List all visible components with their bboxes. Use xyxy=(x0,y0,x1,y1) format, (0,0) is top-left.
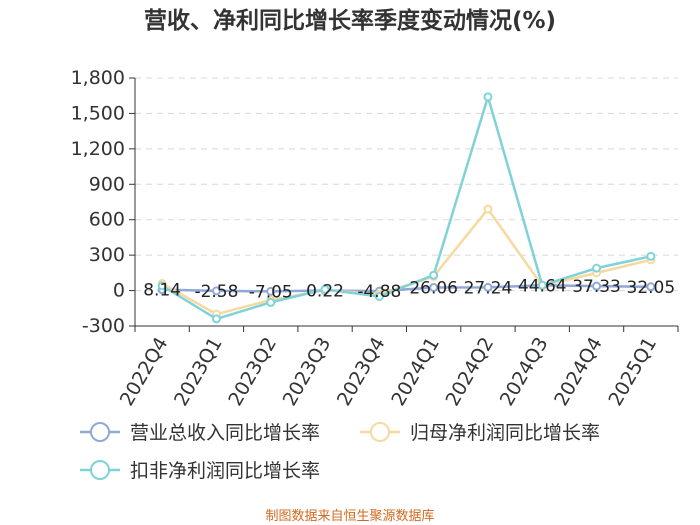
series-line xyxy=(162,284,651,293)
series-line xyxy=(161,92,652,321)
y-tick-label: 0 xyxy=(113,280,125,302)
data-label: 0.22 xyxy=(306,282,344,302)
data-label: 27.24 xyxy=(464,278,513,298)
x-tick-label: 2024Q3 xyxy=(496,334,553,410)
series-point xyxy=(374,291,384,301)
series-point xyxy=(429,282,439,292)
y-tick-label: -300 xyxy=(82,315,125,337)
source-note: 制图数据来自恒生聚源数据库 xyxy=(265,508,434,524)
series-point xyxy=(266,286,276,296)
legend-marker xyxy=(90,422,110,442)
x-tick-label: 2022Q4 xyxy=(116,334,173,410)
chart-title: 营收、净利同比增长率季度变动情况(%) xyxy=(144,7,556,34)
series-point xyxy=(646,251,656,261)
series-layer xyxy=(157,92,656,324)
series-point xyxy=(211,286,221,296)
x-tick-label: 2023Q3 xyxy=(279,334,336,410)
x-tick-label: 2024Q2 xyxy=(442,334,499,410)
x-tick-label: 2024Q4 xyxy=(550,334,607,410)
x-tick-label: 2025Q1 xyxy=(604,334,661,410)
series-point xyxy=(483,282,493,292)
x-tick-label: 2023Q2 xyxy=(224,334,281,410)
data-label: 44.64 xyxy=(518,276,567,296)
series-point xyxy=(320,284,330,294)
data-label: 8.14 xyxy=(143,281,181,301)
y-tick-label: 1,500 xyxy=(71,102,125,124)
data-label: -7.05 xyxy=(249,282,293,302)
legend-marker xyxy=(370,422,390,442)
y-tick-label: 600 xyxy=(89,209,125,231)
y-axis: -300 0 300 600 900 1,200 1,500 1,800 xyxy=(71,67,136,337)
x-axis: 2022Q42023Q12023Q22023Q32023Q42024Q12024… xyxy=(116,325,679,410)
series-point xyxy=(157,281,167,291)
series-point xyxy=(483,204,493,214)
series-point xyxy=(429,270,439,280)
y-tick-label: 900 xyxy=(89,173,125,195)
x-tick-label: 2023Q1 xyxy=(170,334,227,410)
series-point xyxy=(592,263,602,273)
y-tick-label: 1,200 xyxy=(71,138,125,160)
data-label: -2.58 xyxy=(194,282,238,302)
data-labels: 8.14 -2.58 -7.05 0.22 -4.88 26.06 27.24 44.64 37… xyxy=(143,276,675,302)
series-point xyxy=(646,282,656,292)
y-tick-label: 1,800 xyxy=(71,67,125,89)
legend-label: 归母净利润同比增长率 xyxy=(410,422,600,444)
x-tick-label: 2024Q1 xyxy=(387,334,444,410)
series-point xyxy=(266,297,276,307)
legend-label: 营业总收入同比增长率 xyxy=(130,422,320,444)
legend-label: 扣非净利润同比增长率 xyxy=(130,460,320,482)
y-tick-label: 300 xyxy=(89,244,125,266)
series-point xyxy=(592,281,602,291)
series-point xyxy=(483,92,493,102)
data-label: 37.33 xyxy=(572,277,621,297)
data-label: 26.06 xyxy=(409,278,458,298)
data-label: 32.05 xyxy=(627,278,676,298)
x-tick-label: 2023Q4 xyxy=(333,334,390,410)
data-label: -4.88 xyxy=(357,282,401,302)
legend-marker xyxy=(90,460,110,480)
series-point xyxy=(211,314,221,324)
series-point xyxy=(537,280,547,290)
